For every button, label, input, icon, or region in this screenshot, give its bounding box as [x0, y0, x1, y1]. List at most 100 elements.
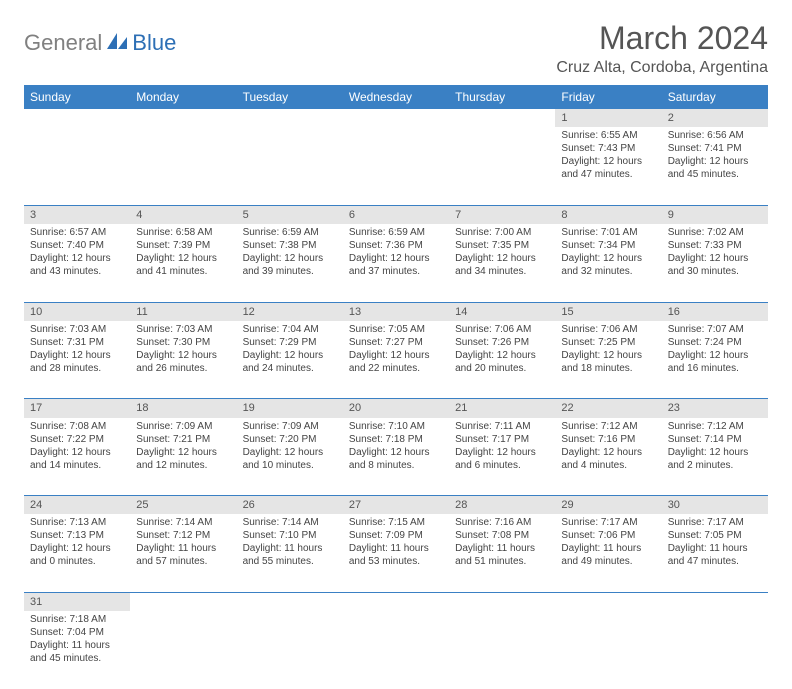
daylight-text: Daylight: 12 hours [668, 155, 762, 168]
day-detail-row: Sunrise: 7:03 AMSunset: 7:31 PMDaylight:… [24, 321, 768, 399]
daylight-text: Daylight: 12 hours [349, 252, 443, 265]
daylight-text: and 22 minutes. [349, 362, 443, 375]
day-cell [449, 127, 555, 205]
day-number: 26 [237, 496, 343, 515]
day-number: 19 [237, 399, 343, 418]
daylight-text: and 43 minutes. [30, 265, 124, 278]
day-number: 29 [555, 496, 661, 515]
sunset-text: Sunset: 7:35 PM [455, 239, 549, 252]
logo-text-gray: General [24, 30, 102, 56]
daylight-text: Daylight: 12 hours [561, 446, 655, 459]
daylight-text: Daylight: 11 hours [30, 639, 124, 652]
daylight-text: Daylight: 12 hours [30, 446, 124, 459]
day-number [343, 592, 449, 611]
daylight-text: Daylight: 11 hours [136, 542, 230, 555]
header: General Blue March 2024 Cruz Alta, Cordo… [24, 20, 768, 77]
weekday-header: Wednesday [343, 85, 449, 109]
sunrise-text: Sunrise: 7:02 AM [668, 226, 762, 239]
sunrise-text: Sunrise: 7:01 AM [561, 226, 655, 239]
sunset-text: Sunset: 7:09 PM [349, 529, 443, 542]
sunrise-text: Sunrise: 7:11 AM [455, 420, 549, 433]
day-number: 14 [449, 302, 555, 321]
day-detail-row: Sunrise: 7:08 AMSunset: 7:22 PMDaylight:… [24, 418, 768, 496]
daylight-text: Daylight: 12 hours [455, 446, 549, 459]
daylight-text: Daylight: 12 hours [561, 155, 655, 168]
sunset-text: Sunset: 7:43 PM [561, 142, 655, 155]
daylight-text: Daylight: 12 hours [668, 252, 762, 265]
daylight-text: Daylight: 11 hours [455, 542, 549, 555]
daylight-text: and 47 minutes. [561, 168, 655, 181]
day-cell: Sunrise: 7:02 AMSunset: 7:33 PMDaylight:… [662, 224, 768, 302]
daylight-text: Daylight: 12 hours [243, 446, 337, 459]
sunset-text: Sunset: 7:41 PM [668, 142, 762, 155]
daylight-text: and 12 minutes. [136, 459, 230, 472]
day-cell: Sunrise: 6:58 AMSunset: 7:39 PMDaylight:… [130, 224, 236, 302]
day-cell [343, 127, 449, 205]
day-cell: Sunrise: 7:16 AMSunset: 7:08 PMDaylight:… [449, 514, 555, 592]
day-cell: Sunrise: 7:07 AMSunset: 7:24 PMDaylight:… [662, 321, 768, 399]
weekday-header: Saturday [662, 85, 768, 109]
daylight-text: and 49 minutes. [561, 555, 655, 568]
day-number: 2 [662, 109, 768, 127]
sunset-text: Sunset: 7:30 PM [136, 336, 230, 349]
daylight-text: and 24 minutes. [243, 362, 337, 375]
day-number-row: 31 [24, 592, 768, 611]
day-cell: Sunrise: 7:08 AMSunset: 7:22 PMDaylight:… [24, 418, 130, 496]
sunset-text: Sunset: 7:33 PM [668, 239, 762, 252]
sunset-text: Sunset: 7:08 PM [455, 529, 549, 542]
day-cell [237, 127, 343, 205]
day-number: 20 [343, 399, 449, 418]
day-number: 18 [130, 399, 236, 418]
day-number-row: 24252627282930 [24, 496, 768, 515]
sunrise-text: Sunrise: 6:55 AM [561, 129, 655, 142]
logo: General Blue [24, 20, 176, 56]
day-number-row: 3456789 [24, 205, 768, 224]
day-cell: Sunrise: 7:11 AMSunset: 7:17 PMDaylight:… [449, 418, 555, 496]
sunset-text: Sunset: 7:14 PM [668, 433, 762, 446]
daylight-text: Daylight: 11 hours [243, 542, 337, 555]
sunset-text: Sunset: 7:27 PM [349, 336, 443, 349]
weekday-header: Friday [555, 85, 661, 109]
day-number: 7 [449, 205, 555, 224]
daylight-text: and 45 minutes. [668, 168, 762, 181]
daylight-text: and 51 minutes. [455, 555, 549, 568]
daylight-text: Daylight: 12 hours [30, 252, 124, 265]
day-cell: Sunrise: 7:03 AMSunset: 7:31 PMDaylight:… [24, 321, 130, 399]
daylight-text: Daylight: 12 hours [349, 446, 443, 459]
sunrise-text: Sunrise: 7:07 AM [668, 323, 762, 336]
sunset-text: Sunset: 7:39 PM [136, 239, 230, 252]
daylight-text: Daylight: 12 hours [136, 252, 230, 265]
day-cell [343, 611, 449, 689]
sunset-text: Sunset: 7:22 PM [30, 433, 124, 446]
sunrise-text: Sunrise: 7:14 AM [136, 516, 230, 529]
month-title: March 2024 [556, 20, 768, 57]
day-number: 4 [130, 205, 236, 224]
day-number: 8 [555, 205, 661, 224]
day-number [24, 109, 130, 127]
daylight-text: Daylight: 12 hours [136, 446, 230, 459]
daylight-text: Daylight: 12 hours [136, 349, 230, 362]
sunrise-text: Sunrise: 7:03 AM [136, 323, 230, 336]
day-cell [237, 611, 343, 689]
daylight-text: and 34 minutes. [455, 265, 549, 278]
day-number [343, 109, 449, 127]
sunset-text: Sunset: 7:40 PM [30, 239, 124, 252]
weekday-header-row: Sunday Monday Tuesday Wednesday Thursday… [24, 85, 768, 109]
sunrise-text: Sunrise: 7:13 AM [30, 516, 124, 529]
day-cell: Sunrise: 7:17 AMSunset: 7:05 PMDaylight:… [662, 514, 768, 592]
day-cell: Sunrise: 7:06 AMSunset: 7:25 PMDaylight:… [555, 321, 661, 399]
day-cell [24, 127, 130, 205]
day-cell: Sunrise: 7:17 AMSunset: 7:06 PMDaylight:… [555, 514, 661, 592]
day-number: 30 [662, 496, 768, 515]
daylight-text: Daylight: 12 hours [561, 252, 655, 265]
sunset-text: Sunset: 7:31 PM [30, 336, 124, 349]
weekday-header: Tuesday [237, 85, 343, 109]
day-number: 28 [449, 496, 555, 515]
day-cell: Sunrise: 7:03 AMSunset: 7:30 PMDaylight:… [130, 321, 236, 399]
day-number [449, 592, 555, 611]
sunrise-text: Sunrise: 7:03 AM [30, 323, 124, 336]
sunrise-text: Sunrise: 7:09 AM [243, 420, 337, 433]
day-cell [130, 127, 236, 205]
sunset-text: Sunset: 7:29 PM [243, 336, 337, 349]
day-cell: Sunrise: 7:10 AMSunset: 7:18 PMDaylight:… [343, 418, 449, 496]
